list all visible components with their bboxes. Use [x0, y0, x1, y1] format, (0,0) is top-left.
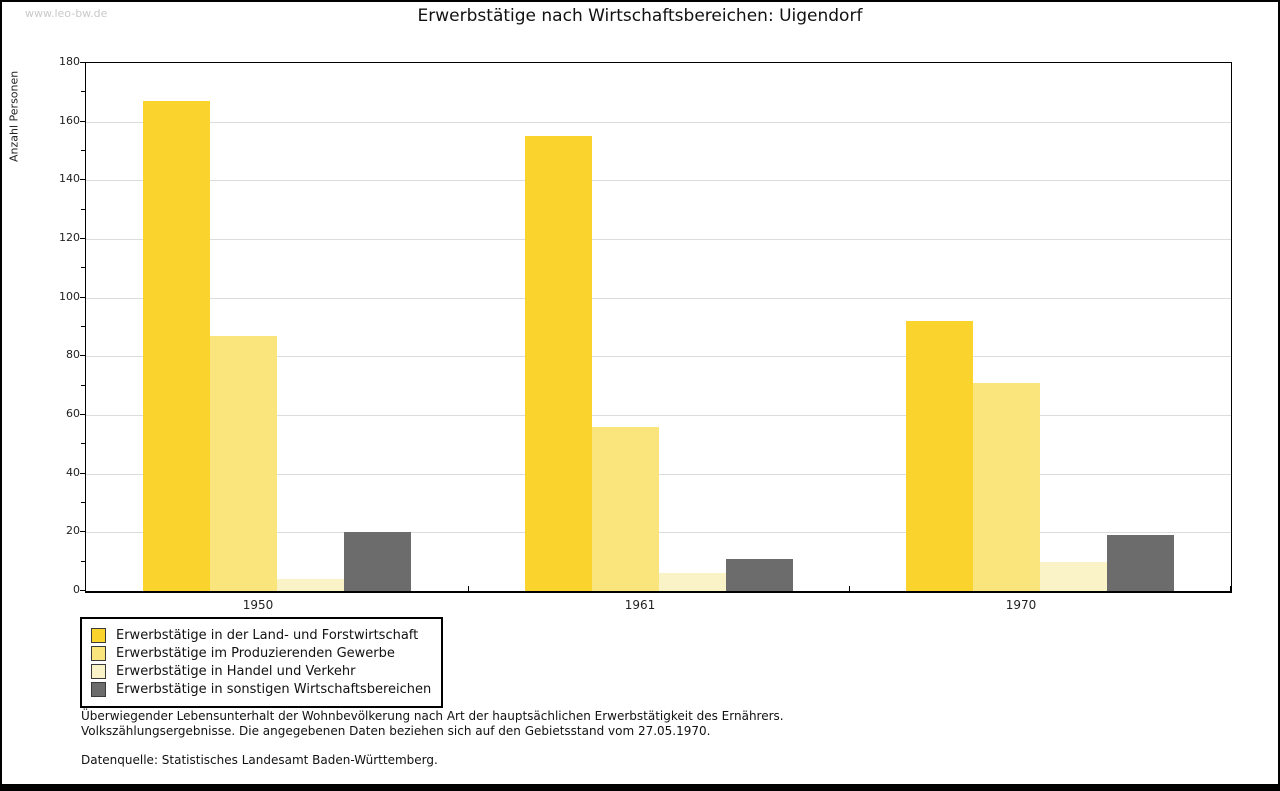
chart-title: Erwerbstätige nach Wirtschaftsbereichen:… — [417, 6, 863, 26]
y-axis-tick-20 — [80, 531, 85, 532]
y-axis-tick-80 — [80, 355, 85, 356]
y-axis-tick-50 — [81, 443, 85, 444]
bar-1961-land-und-forstwirtschaft — [525, 136, 592, 591]
y-tick-label-100: 100 — [59, 290, 80, 303]
y-axis-tick-130 — [81, 209, 85, 210]
y-axis-tick-150 — [81, 150, 85, 151]
bar-1950-handel-und-verkehr — [277, 579, 344, 591]
legend-swatch-sonstige-wirtschaftsbereiche — [91, 682, 106, 697]
y-axis-tick-100 — [80, 297, 85, 298]
bar-1950-produzierendes-gewerbe — [210, 336, 277, 591]
x-axis-tick-1 — [468, 586, 469, 591]
y-axis-tick-90 — [81, 326, 85, 327]
plot-area — [85, 62, 1232, 593]
y-tick-label-0: 0 — [73, 583, 80, 596]
y-tick-label-160: 160 — [59, 114, 80, 127]
x-category-label-1950: 1950 — [242, 598, 274, 612]
y-tick-label-40: 40 — [66, 466, 80, 479]
gridline-y-160 — [86, 121, 1231, 123]
gridline-y-100 — [86, 297, 1231, 299]
y-tick-label-120: 120 — [59, 231, 80, 244]
gridline-y-80 — [86, 356, 1231, 358]
watermark: www.leo-bw.de — [25, 7, 108, 20]
x-category-label-1961: 1961 — [624, 598, 656, 612]
y-axis-tick-140 — [80, 179, 85, 180]
y-tick-label-20: 20 — [66, 524, 80, 537]
gridline-y-140 — [86, 180, 1231, 182]
footnote-line-2: Volkszählungsergebnisse. Die angegebenen… — [81, 724, 711, 738]
x-axis-tick-right — [1230, 586, 1231, 591]
bar-1950-sonstige-wirtschaftsbereiche — [344, 532, 411, 591]
bar-1970-handel-und-verkehr — [1040, 562, 1107, 591]
y-axis-tick-170 — [81, 91, 85, 92]
footnotes: Überwiegender Lebensunterhalt der Wohnbe… — [81, 709, 784, 768]
legend-item-produzierendes-gewerbe: Erwerbstätige im Produzierenden Gewerbe — [91, 646, 431, 661]
legend-item-handel-und-verkehr: Erwerbstätige in Handel und Verkehr — [91, 664, 431, 679]
legend-swatch-handel-und-verkehr — [91, 664, 106, 679]
y-tick-label-80: 80 — [66, 348, 80, 361]
y-axis-tick-120 — [80, 238, 85, 239]
legend-swatch-land-und-forstwirtschaft — [91, 628, 106, 643]
y-axis-tick-40 — [80, 473, 85, 474]
y-tick-label-180: 180 — [59, 55, 80, 68]
legend-item-land-und-forstwirtschaft: Erwerbstätige in der Land- und Forstwirt… — [91, 628, 431, 643]
y-axis-tick-110 — [81, 267, 85, 268]
x-axis-tick-2 — [849, 586, 850, 591]
bar-1950-land-und-forstwirtschaft — [143, 101, 210, 591]
y-axis-tick-70 — [81, 385, 85, 386]
legend-label-sonstige-wirtschaftsbereiche: Erwerbstätige in sonstigen Wirtschaftsbe… — [116, 682, 432, 697]
bar-1961-handel-und-verkehr — [659, 573, 726, 591]
legend-label-handel-und-verkehr: Erwerbstätige in Handel und Verkehr — [116, 664, 356, 679]
bar-1961-produzierendes-gewerbe — [592, 427, 659, 591]
y-axis-tick-180 — [80, 62, 85, 63]
source-line: Datenquelle: Statistisches Landesamt Bad… — [81, 753, 438, 767]
legend-label-produzierendes-gewerbe: Erwerbstätige im Produzierenden Gewerbe — [116, 646, 395, 661]
bar-1970-land-und-forstwirtschaft — [906, 321, 973, 591]
y-axis-tick-30 — [81, 502, 85, 503]
legend-label-land-und-forstwirtschaft: Erwerbstätige in der Land- und Forstwirt… — [116, 628, 419, 643]
legend: Erwerbstätige in der Land- und Forstwirt… — [80, 617, 444, 708]
y-tick-label-60: 60 — [66, 407, 80, 420]
x-category-label-1970: 1970 — [1005, 598, 1037, 612]
bar-1970-sonstige-wirtschaftsbereiche — [1107, 535, 1174, 591]
bar-1970-produzierendes-gewerbe — [973, 383, 1040, 591]
y-axis-title: Anzahl Personen — [7, 70, 21, 162]
footnote-line-1: Überwiegender Lebensunterhalt der Wohnbe… — [81, 709, 784, 723]
bar-1961-sonstige-wirtschaftsbereiche — [726, 559, 793, 591]
y-tick-label-140: 140 — [59, 172, 80, 185]
legend-swatch-produzierendes-gewerbe — [91, 646, 106, 661]
legend-item-sonstige-wirtschaftsbereiche: Erwerbstätige in sonstigen Wirtschaftsbe… — [91, 682, 431, 697]
gridline-y-120 — [86, 239, 1231, 240]
y-axis-tick-60 — [80, 414, 85, 415]
y-axis-tick-160 — [80, 121, 85, 122]
y-axis-tick-10 — [81, 561, 85, 562]
y-axis-tick-0 — [80, 590, 85, 591]
gridline-y-60 — [86, 415, 1231, 416]
